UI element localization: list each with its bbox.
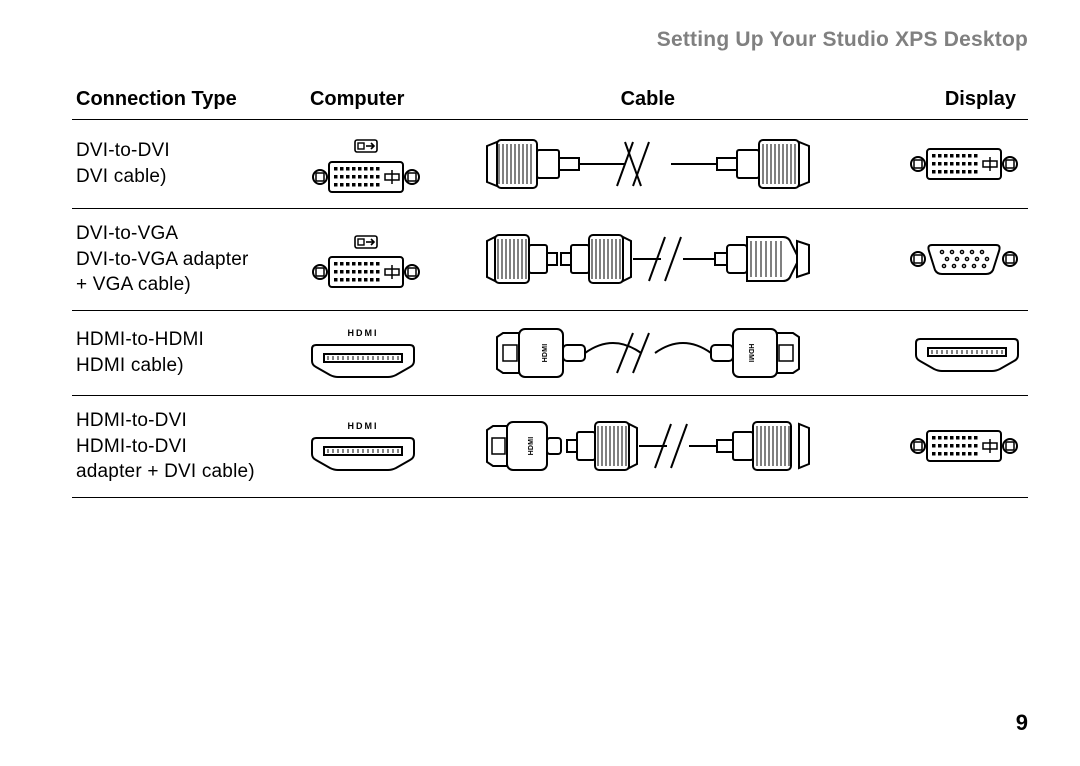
table-row: HDMI-to-HDMI HDMI cable) HDMI [72, 310, 1028, 395]
table-row: DVI-to-DVI DVI cable) [72, 120, 1028, 209]
cable-cell [465, 120, 830, 209]
hdmi-port-icon [914, 333, 1020, 373]
col-header-computer: Computer [306, 82, 465, 120]
dvi-port-icon [310, 253, 422, 291]
hdmi-label: HDMI [310, 327, 416, 339]
hdmi-cable-icon: HDMI HDMI [493, 323, 803, 383]
display-cell [830, 209, 1028, 311]
connection-type-line: HDMI-to-DVI [76, 410, 187, 431]
dvi-vga-cable-icon [483, 227, 813, 291]
display-cell [830, 310, 1028, 395]
cable-cell [465, 209, 830, 311]
svg-text:HDMI: HDMI [747, 344, 754, 363]
col-header-cable: Cable [465, 82, 830, 120]
dvi-port-icon [310, 158, 422, 196]
hdmi-dvi-cable-icon: HDMI [483, 414, 813, 478]
computer-cell: HDMI [306, 310, 465, 395]
connection-type-line: + VGA cable) [76, 274, 191, 295]
connection-type-line: HDMI-to-HDMI [76, 329, 204, 350]
dvi-d-symbol-icon [354, 233, 378, 249]
display-cell [830, 395, 1028, 497]
header-title: Setting Up Your Studio XPS Desktop [72, 28, 1028, 52]
connection-type-line: DVI-to-VGA [76, 223, 178, 244]
cable-cell: HDMI [465, 395, 830, 497]
connection-type-cell: HDMI-to-HDMI HDMI cable) [72, 310, 306, 395]
computer-cell [306, 209, 465, 311]
computer-cell: HDMI [306, 395, 465, 497]
display-cell [830, 120, 1028, 209]
col-header-connection-type: Connection Type [72, 82, 306, 120]
svg-text:HDMI: HDMI [528, 437, 535, 456]
connection-type-line: adapter + DVI cable) [76, 461, 255, 482]
connection-type-cell: HDMI-to-DVI HDMI-to-DVI adapter + DVI ca… [72, 395, 306, 497]
table-row: HDMI-to-DVI HDMI-to-DVI adapter + DVI ca… [72, 395, 1028, 497]
dvi-port-icon [908, 145, 1020, 183]
connection-type-line: HDMI cable) [76, 355, 184, 376]
connection-type-cell: DVI-to-VGA DVI-to-VGA adapter + VGA cabl… [72, 209, 306, 311]
connection-type-line: HDMI-to-DVI [76, 436, 187, 457]
connection-type-line: DVI-to-VGA adapter [76, 249, 249, 270]
table-row: DVI-to-VGA DVI-to-VGA adapter + VGA cabl… [72, 209, 1028, 311]
cable-cell: HDMI HDMI [465, 310, 830, 395]
connection-type-line: DVI cable) [76, 166, 167, 187]
svg-text:HDMI: HDMI [542, 344, 549, 363]
computer-cell [306, 120, 465, 209]
dvi-d-symbol-icon [354, 137, 378, 153]
dvi-port-icon [908, 427, 1020, 465]
col-header-display: Display [830, 82, 1028, 120]
connection-table: Connection Type Computer Cable Display D… [72, 82, 1028, 498]
connection-type-cell: DVI-to-DVI DVI cable) [72, 120, 306, 209]
hdmi-label: HDMI [310, 420, 416, 432]
vga-port-icon [908, 240, 1020, 278]
hdmi-port-icon [310, 339, 416, 379]
hdmi-port-icon [310, 432, 416, 472]
dvi-cable-icon [483, 132, 813, 196]
page-number: 9 [1016, 710, 1028, 736]
connection-type-line: DVI-to-DVI [76, 140, 170, 161]
